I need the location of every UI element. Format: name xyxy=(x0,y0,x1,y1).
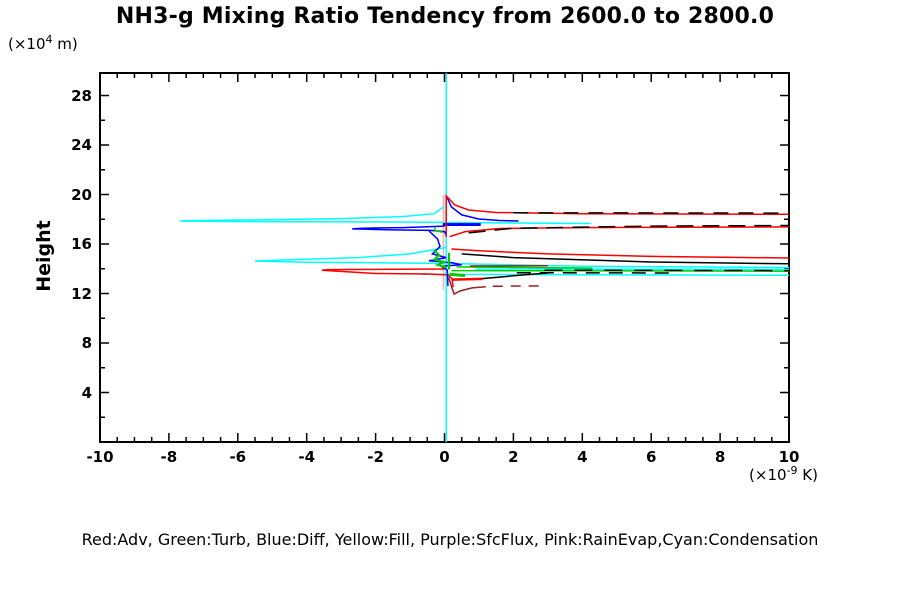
y-axis-unit-label: (×104 m) xyxy=(8,33,78,53)
x-tick-label-0: 0 xyxy=(439,448,450,466)
x-axis-unit-label: (×10-9 K) xyxy=(620,464,818,484)
x-tick-label--8: -8 xyxy=(160,448,178,466)
series-adv-15-curve xyxy=(451,248,790,259)
x-tick-label--10: -10 xyxy=(86,448,114,466)
series-rainevap-dark-curve xyxy=(447,277,486,296)
x-tick-label--2: -2 xyxy=(367,448,384,466)
series-diff-top-curve xyxy=(446,196,519,222)
y-unit-suffix: m) xyxy=(52,35,78,53)
x-tick-label-2: 2 xyxy=(508,448,519,466)
series-turb-center-wiggle xyxy=(432,249,448,269)
x-tick-label-4: 4 xyxy=(577,448,588,466)
series-condensation-right-14 xyxy=(475,268,790,271)
y-tick-label-16: 16 xyxy=(71,235,92,253)
page-title: NH3-g Mixing Ratio Tendency from 2600.0 … xyxy=(115,4,775,29)
x-tick-label--6: -6 xyxy=(229,448,247,466)
series-turb-right-14 xyxy=(456,266,593,269)
series-adv-hairpin-14 xyxy=(321,268,454,288)
series-turb-wiggle-17 xyxy=(434,227,443,234)
series-condensation-right-13-5 xyxy=(420,273,790,277)
y-tick-label-28: 28 xyxy=(71,86,92,105)
x-tick-label-6: 6 xyxy=(645,448,657,466)
y-tick-label-12: 12 xyxy=(71,284,92,303)
x-unit-suffix: K) xyxy=(797,466,818,484)
y-tick-label-8: 8 xyxy=(81,334,92,352)
y-unit-exponent: 4 xyxy=(45,33,53,46)
x-unit-exponent: -9 xyxy=(786,464,798,477)
y-tick-label-20: 20 xyxy=(71,185,92,204)
series-adv-segment-13 xyxy=(451,277,483,281)
series-total-17-dashed xyxy=(468,224,790,234)
series-condensation-spike-15 xyxy=(254,246,790,269)
x-tick-label--4: -4 xyxy=(298,448,316,466)
legend: Red:Adv, Green:Turb, Blue:Diff, Yellow:F… xyxy=(81,530,819,549)
series-total-slope-13-5 xyxy=(480,272,548,280)
series-adv-top-curve xyxy=(445,193,790,238)
series-adv-17-curve xyxy=(449,226,790,238)
x-tick-label-10: 10 xyxy=(778,448,800,466)
series-turb-thick-segment xyxy=(449,272,466,278)
y-unit-prefix: (×10 xyxy=(8,35,46,53)
series-condensation-spike-18 xyxy=(179,205,591,225)
x-tick-label-8: 8 xyxy=(714,448,726,466)
series-rainevap-dark-dashed xyxy=(492,285,545,288)
y-tick-label-24: 24 xyxy=(71,136,92,155)
x-unit-prefix: (×10 xyxy=(749,466,787,484)
y-tick-label-4: 4 xyxy=(81,383,92,402)
series-total-15-curve xyxy=(461,253,790,265)
